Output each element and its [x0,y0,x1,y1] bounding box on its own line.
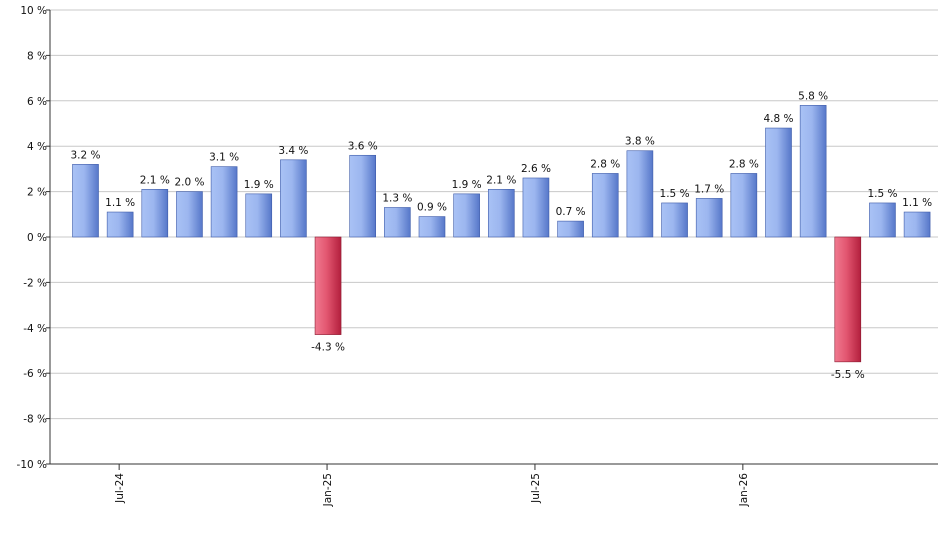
bar [661,202,688,238]
y-tick-label: 0 % [27,232,47,244]
bar-value-label: 0.7 % [556,206,586,218]
bar-value-label: 1.9 % [452,179,482,191]
bar [349,154,377,238]
bar [869,202,896,238]
bar [72,164,99,238]
y-tick-label: -2 % [23,277,47,289]
bar [730,173,758,238]
bar-value-label: 3.2 % [70,149,100,161]
bar [557,220,584,238]
bar-value-label: 2.8 % [590,158,620,170]
y-axis-tick-labels: 10 % 8 % 6 % 4 % 2 % 0 % -2 % -4 % -6 % -8 % -10 % [17,5,50,471]
bar-value-label: -4.3 % [311,342,345,354]
y-tick-label: 6 % [27,96,47,108]
y-tick-label: -6 % [23,368,47,380]
bar-value-label: 2.1 % [140,174,170,186]
axes [49,10,938,465]
bar [522,177,550,238]
bar-value-label: 1.3 % [382,192,412,204]
x-tick-label: Jan-25 [322,473,334,507]
bar [314,236,342,335]
x-tick-label: Jul-24 [114,473,126,504]
bar [141,189,169,238]
bar [384,207,411,238]
x-tick-label: Jul-25 [530,473,542,504]
x-tick-label: Jan-26 [738,473,750,508]
bars [72,105,931,363]
bar-value-label: 3.4 % [278,145,308,157]
bar [834,236,862,363]
bar-value-label: 1.5 % [660,188,690,200]
bar [280,159,307,238]
bar [245,193,273,238]
bar [487,189,515,238]
y-tick-label: 10 % [20,5,47,17]
bar [695,198,723,238]
bar-value-label: 1.7 % [694,183,724,195]
bar-value-label: 0.9 % [417,202,447,214]
y-tick-label: -4 % [23,323,47,335]
bar-value-label: 2.0 % [174,177,204,189]
bar [176,191,203,238]
bar [765,127,792,238]
bar [106,211,134,238]
bar-value-label: 4.8 % [763,113,793,125]
bar-value-label: 2.8 % [729,158,759,170]
bar [591,173,619,238]
bar-value-label: -5.5 % [831,369,865,381]
bar-value-labels: 3.2 % 1.1 % 2.1 % 2.0 % 3.1 % 1.9 % 3.4 % -4.3 … [70,90,932,381]
y-tick-label: -10 % [17,459,47,471]
bar-value-label: 3.1 % [209,152,239,164]
bar-value-label: 1.1 % [902,197,932,209]
bar-value-label: 1.9 % [244,179,274,191]
bar [903,211,931,238]
bar-value-label: 3.6 % [348,140,378,152]
bar-value-label: 1.1 % [105,197,135,209]
y-tick-label: -8 % [23,414,47,426]
bar [799,105,827,238]
bar-value-label: 5.8 % [798,90,828,102]
bar [626,150,654,238]
y-tick-label: 8 % [27,50,47,62]
bar [210,166,238,238]
bar-value-label: 2.1 % [486,174,516,186]
bar-value-label: 1.5 % [867,188,897,200]
x-axis-tick-labels: Jul-24 Jan-25 Jul-25 Jan-26 [114,464,750,507]
bar-value-label: 2.6 % [521,163,551,175]
bar-value-label: 3.8 % [625,136,655,148]
bar [418,216,446,238]
bar [453,193,480,238]
y-tick-label: 2 % [27,187,47,199]
y-tick-label: 4 % [27,141,47,153]
